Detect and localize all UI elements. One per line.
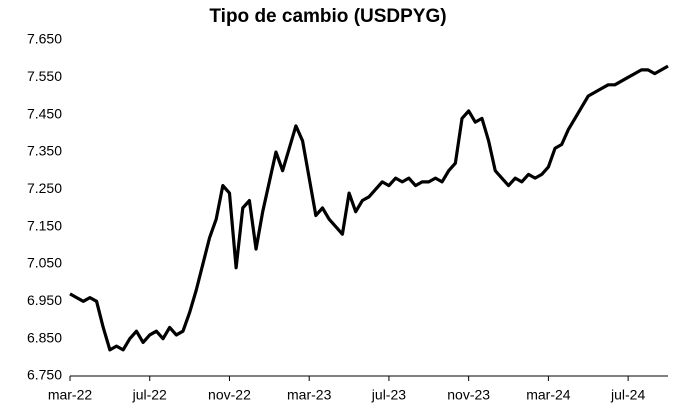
line-series xyxy=(69,64,669,352)
y-tick-label: 7.450 xyxy=(27,105,62,121)
x-tick-label: nov-22 xyxy=(208,387,251,403)
y-tick-label: 7.550 xyxy=(27,68,62,84)
y-tick-label: 6.750 xyxy=(27,367,62,383)
x-tick-label: jul-23 xyxy=(371,387,406,403)
x-tick-label: nov-23 xyxy=(447,387,490,403)
x-tick-label: jul-22 xyxy=(132,387,167,403)
y-tick-label: 6.850 xyxy=(27,329,62,345)
x-tick-label: mar-22 xyxy=(48,387,93,403)
y-tick-label: 7.150 xyxy=(27,217,62,233)
x-tick-label: jul-24 xyxy=(610,387,645,403)
chart-title: Tipo de cambio (USDPYG) xyxy=(209,6,446,27)
y-tick-label: 7.050 xyxy=(27,255,62,271)
x-tick-label: mar-23 xyxy=(287,387,332,403)
y-tick-label: 7.250 xyxy=(27,180,62,196)
y-tick-label: 7.650 xyxy=(27,31,62,47)
y-tick-label: 6.950 xyxy=(27,292,62,308)
x-tick-label: mar-24 xyxy=(526,387,571,403)
y-tick-label: 7.350 xyxy=(27,143,62,159)
